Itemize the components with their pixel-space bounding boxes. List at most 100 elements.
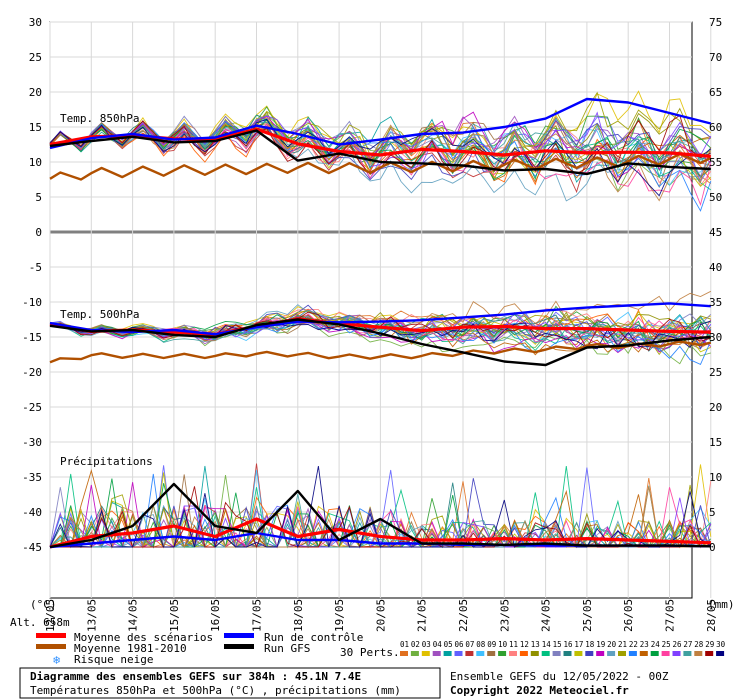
legend-control-swatch (224, 633, 254, 638)
pert-swatch (661, 651, 670, 656)
legend-mean-label: Moyenne des scénarios (74, 631, 213, 644)
legend-climo-label: Moyenne 1981-2010 (74, 642, 187, 655)
pert-code-label: 02 (411, 640, 420, 649)
grid-layer (49, 21, 712, 599)
y-left-tick-label: 0 (35, 226, 42, 239)
series-precip-line (49, 482, 711, 549)
pert-swatch (465, 651, 474, 656)
pert-code-label: 16 (564, 640, 574, 649)
pert-code-label: 22 (629, 640, 638, 649)
y-right-tick-label: 5 (709, 506, 716, 519)
series-t500-line (49, 302, 711, 336)
y-left-tick-label: 15 (29, 121, 42, 134)
series-t500-line (49, 318, 711, 367)
x-tick-label: 22/05 (457, 599, 470, 632)
x-tick-label: 24/05 (540, 599, 553, 632)
y-left-tick-label: -15 (22, 331, 42, 344)
pert-swatch (716, 651, 725, 656)
y-right-tick-label: 40 (709, 261, 722, 274)
ensemble-member-line (49, 309, 712, 345)
pert-code-label: 24 (651, 640, 661, 649)
ensemble-member-line (49, 111, 712, 170)
y-right-tick-label: 25 (709, 366, 722, 379)
pert-code-label: 15 (553, 640, 562, 649)
pert-swatch (476, 651, 485, 656)
series-t850-line (49, 129, 711, 176)
y-right-tick-label: 30 (709, 331, 722, 344)
pert-code-label: 21 (618, 640, 627, 649)
y-right-tick-label: 20 (709, 401, 722, 414)
footer-run: Ensemble GEFS du 12/05/2022 - 00Z (450, 670, 669, 683)
ensemble-member-line (49, 119, 712, 181)
pert-swatch (607, 651, 616, 656)
pert-swatch (443, 651, 452, 656)
pert-code-label: 20 (607, 640, 617, 649)
snowflake-icon: ❄ (53, 653, 60, 667)
pert-code-label: 08 (476, 640, 486, 649)
x-tick-label: 23/05 (498, 599, 511, 632)
x-tick-label: 20/05 (374, 599, 387, 632)
axis-ticks: 302520151050-5-10-15-20-25-30-35-40-4575… (22, 16, 722, 632)
y-right-tick-label: 50 (709, 191, 722, 204)
pert-code-label: 07 (465, 640, 474, 649)
pert-code-label: 28 (694, 640, 704, 649)
x-tick-label: 17/05 (251, 599, 264, 632)
x-tick-label: 14/05 (127, 599, 140, 632)
pert-swatch (672, 651, 681, 656)
x-tick-label: 15/05 (168, 599, 181, 632)
pert-swatch (683, 651, 692, 656)
y-left-tick-label: 30 (29, 16, 42, 29)
y-left-tick-label: -20 (22, 366, 42, 379)
legend-gfs-label: Run GFS (264, 642, 310, 655)
pert-swatch (541, 651, 550, 656)
precip-panel-label: Précipitations (60, 455, 153, 468)
pert-code-label: 17 (574, 640, 583, 649)
y-right-tick-label: 55 (709, 156, 722, 169)
legend-control-label: Run de contrôle (264, 631, 363, 644)
y-left-tick-label: -35 (22, 471, 42, 484)
pert-swatch (400, 651, 408, 656)
footer-subtitle: Températures 850hPa et 500hPa (°C) , pré… (30, 684, 401, 697)
pert-swatch (454, 651, 463, 656)
x-tick-label: 28/05 (705, 599, 718, 632)
y-left-tick-label: 10 (29, 156, 42, 169)
x-tick-label: 21/05 (416, 599, 429, 632)
climatology-lines (49, 152, 712, 364)
pert-code-label: 09 (487, 640, 496, 649)
pert-code-label: 27 (683, 640, 692, 649)
footer-box (19, 667, 441, 699)
pert-code-label: 05 (444, 640, 453, 649)
pert-swatch (498, 651, 507, 656)
pert-code-label: 11 (509, 640, 518, 649)
legend-mean-swatch (36, 633, 66, 638)
x-tick-label: 27/05 (664, 599, 677, 632)
pert-code-label: 19 (596, 640, 605, 649)
x-tick-label: 26/05 (622, 599, 635, 632)
y-right-tick-label: 75 (709, 16, 722, 29)
x-tick-label: 19/05 (333, 599, 346, 632)
y-left-tick-label: 5 (35, 191, 42, 204)
pert-swatch (410, 651, 419, 656)
y-right-tick-label: 35 (709, 296, 722, 309)
legend-snow-label: Risque neige (74, 653, 153, 666)
pert-swatch (639, 651, 648, 656)
y-left-tick-label: -45 (22, 541, 42, 554)
pert-swatch (421, 651, 430, 656)
footer-title: Diagramme des ensembles GEFS sur 384h : … (30, 670, 361, 683)
footer-copyright: Copyright 2022 Meteociel.fr (450, 684, 629, 697)
pert-swatch (552, 651, 561, 656)
t500-panel-label: Temp. 500hPa (60, 308, 139, 321)
y-left-tick-label: -10 (22, 296, 42, 309)
x-tick-label: 25/05 (581, 599, 594, 632)
pert-swatch (628, 651, 637, 656)
unit-right-label: (mm) (708, 598, 735, 611)
legend-perts-label: 30 Perts. (340, 646, 400, 659)
ensemble-member-line (49, 118, 712, 197)
pert-code-label: 01 (400, 640, 409, 649)
ensemble-member-line (49, 313, 712, 342)
legend-climo-swatch (36, 644, 66, 649)
series-t850-line (49, 152, 712, 181)
pert-code-label: 06 (455, 640, 465, 649)
x-tick-label: 13/05 (85, 599, 98, 632)
